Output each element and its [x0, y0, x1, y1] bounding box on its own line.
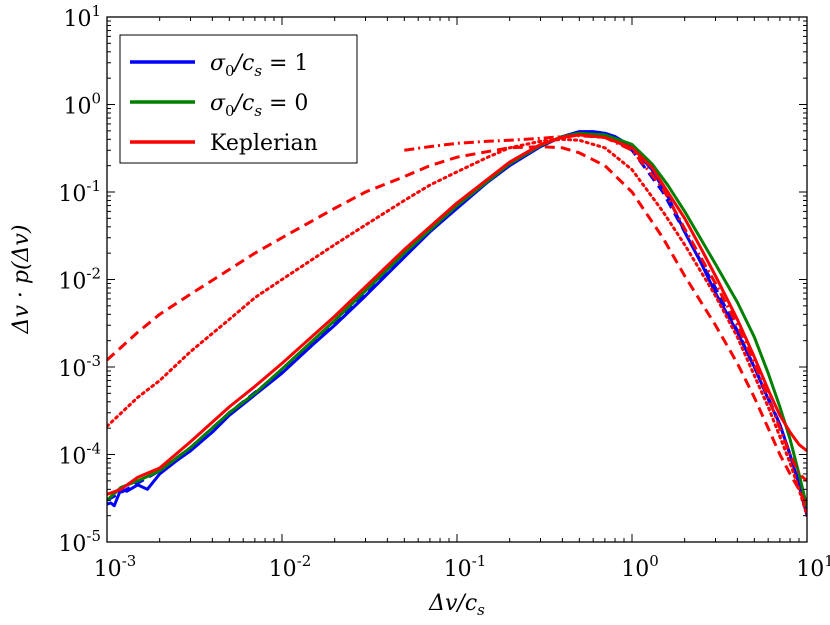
x-tick-label-base: 10	[621, 557, 649, 582]
x-tick-label-base: 10	[94, 557, 122, 582]
y-tick-label-exp: -2	[86, 265, 101, 283]
x-tick-label-exp: -1	[472, 552, 487, 570]
y-axis-label: Δv · p(Δv)	[9, 225, 34, 335]
legend-label-part: s	[254, 62, 262, 80]
x-tick-label: 10-2	[269, 552, 312, 582]
x-tick-label: 100	[621, 552, 659, 582]
y-tick-label: 10-1	[58, 177, 101, 207]
series-line-4	[107, 145, 807, 508]
series-line-6	[404, 134, 807, 482]
x-tick-label-base: 10	[796, 557, 824, 582]
legend-label-part: /c	[233, 91, 255, 116]
plot-frame	[106, 16, 808, 543]
y-tick-label-exp: -4	[86, 440, 101, 458]
x-tick-label-base: 10	[269, 557, 297, 582]
y-tick-label: 101	[63, 2, 101, 32]
legend-label-1: σ0/cs = 0	[210, 91, 308, 120]
legend-label-part: σ	[210, 91, 226, 116]
legend-label-part: Keplerian	[210, 131, 318, 156]
legend-label-part: = 0	[262, 91, 308, 116]
y-tick-label-base: 10	[58, 532, 86, 557]
ticks-layer: 10-3 10-2 10-1 100 10110-510-410-310-210-110…	[58, 2, 830, 582]
y-tick-label-base: 10	[58, 182, 86, 207]
x-tick-label-exp: -2	[297, 552, 312, 570]
x-tick-label-exp: 0	[649, 552, 659, 570]
x-tick-label-exp: 1	[824, 552, 830, 570]
y-tick-label-exp: -1	[86, 177, 101, 195]
y-tick-label-exp: -5	[86, 527, 101, 545]
legend-label-0: σ0/cs = 1	[210, 51, 308, 80]
x-tick-label: 101	[796, 552, 830, 582]
x-tick-label: 10-1	[444, 552, 487, 582]
series-line-2	[107, 131, 807, 508]
y-tick-label-base: 10	[58, 357, 86, 382]
y-tick-label-exp: 1	[91, 2, 101, 20]
y-tick-label: 10-2	[58, 265, 101, 295]
x-tick-label-base: 10	[444, 557, 472, 582]
x-tick-label: 10-3	[94, 552, 137, 582]
y-tick-label-base: 10	[63, 7, 91, 32]
y-tick-label: 10-4	[58, 440, 101, 470]
legend-label-part: = 1	[262, 51, 308, 76]
legend-label-part: 0	[225, 102, 235, 120]
series-line-5	[107, 137, 807, 518]
y-tick-label: 10-3	[58, 352, 101, 382]
y-tick-label: 100	[63, 90, 101, 120]
y-tick-label-base: 10	[63, 95, 91, 120]
x-tick-label-exp: -3	[122, 552, 137, 570]
legend-label-2: Keplerian	[210, 131, 318, 156]
y-tick-label-base: 10	[58, 445, 86, 470]
y-tick-label-base: 10	[58, 270, 86, 295]
legend-label-part: 0	[225, 62, 235, 80]
legend-label-part: s	[254, 102, 262, 120]
series-layer	[107, 130, 807, 518]
y-tick-label: 10-5	[58, 527, 101, 557]
y-tick-label-exp: 0	[91, 90, 101, 108]
legend-label-part: /c	[233, 51, 255, 76]
legend-label-part: σ	[210, 51, 226, 76]
y-tick-label-exp: -3	[86, 352, 101, 370]
x-axis-label: Δv/cs	[428, 591, 485, 619]
